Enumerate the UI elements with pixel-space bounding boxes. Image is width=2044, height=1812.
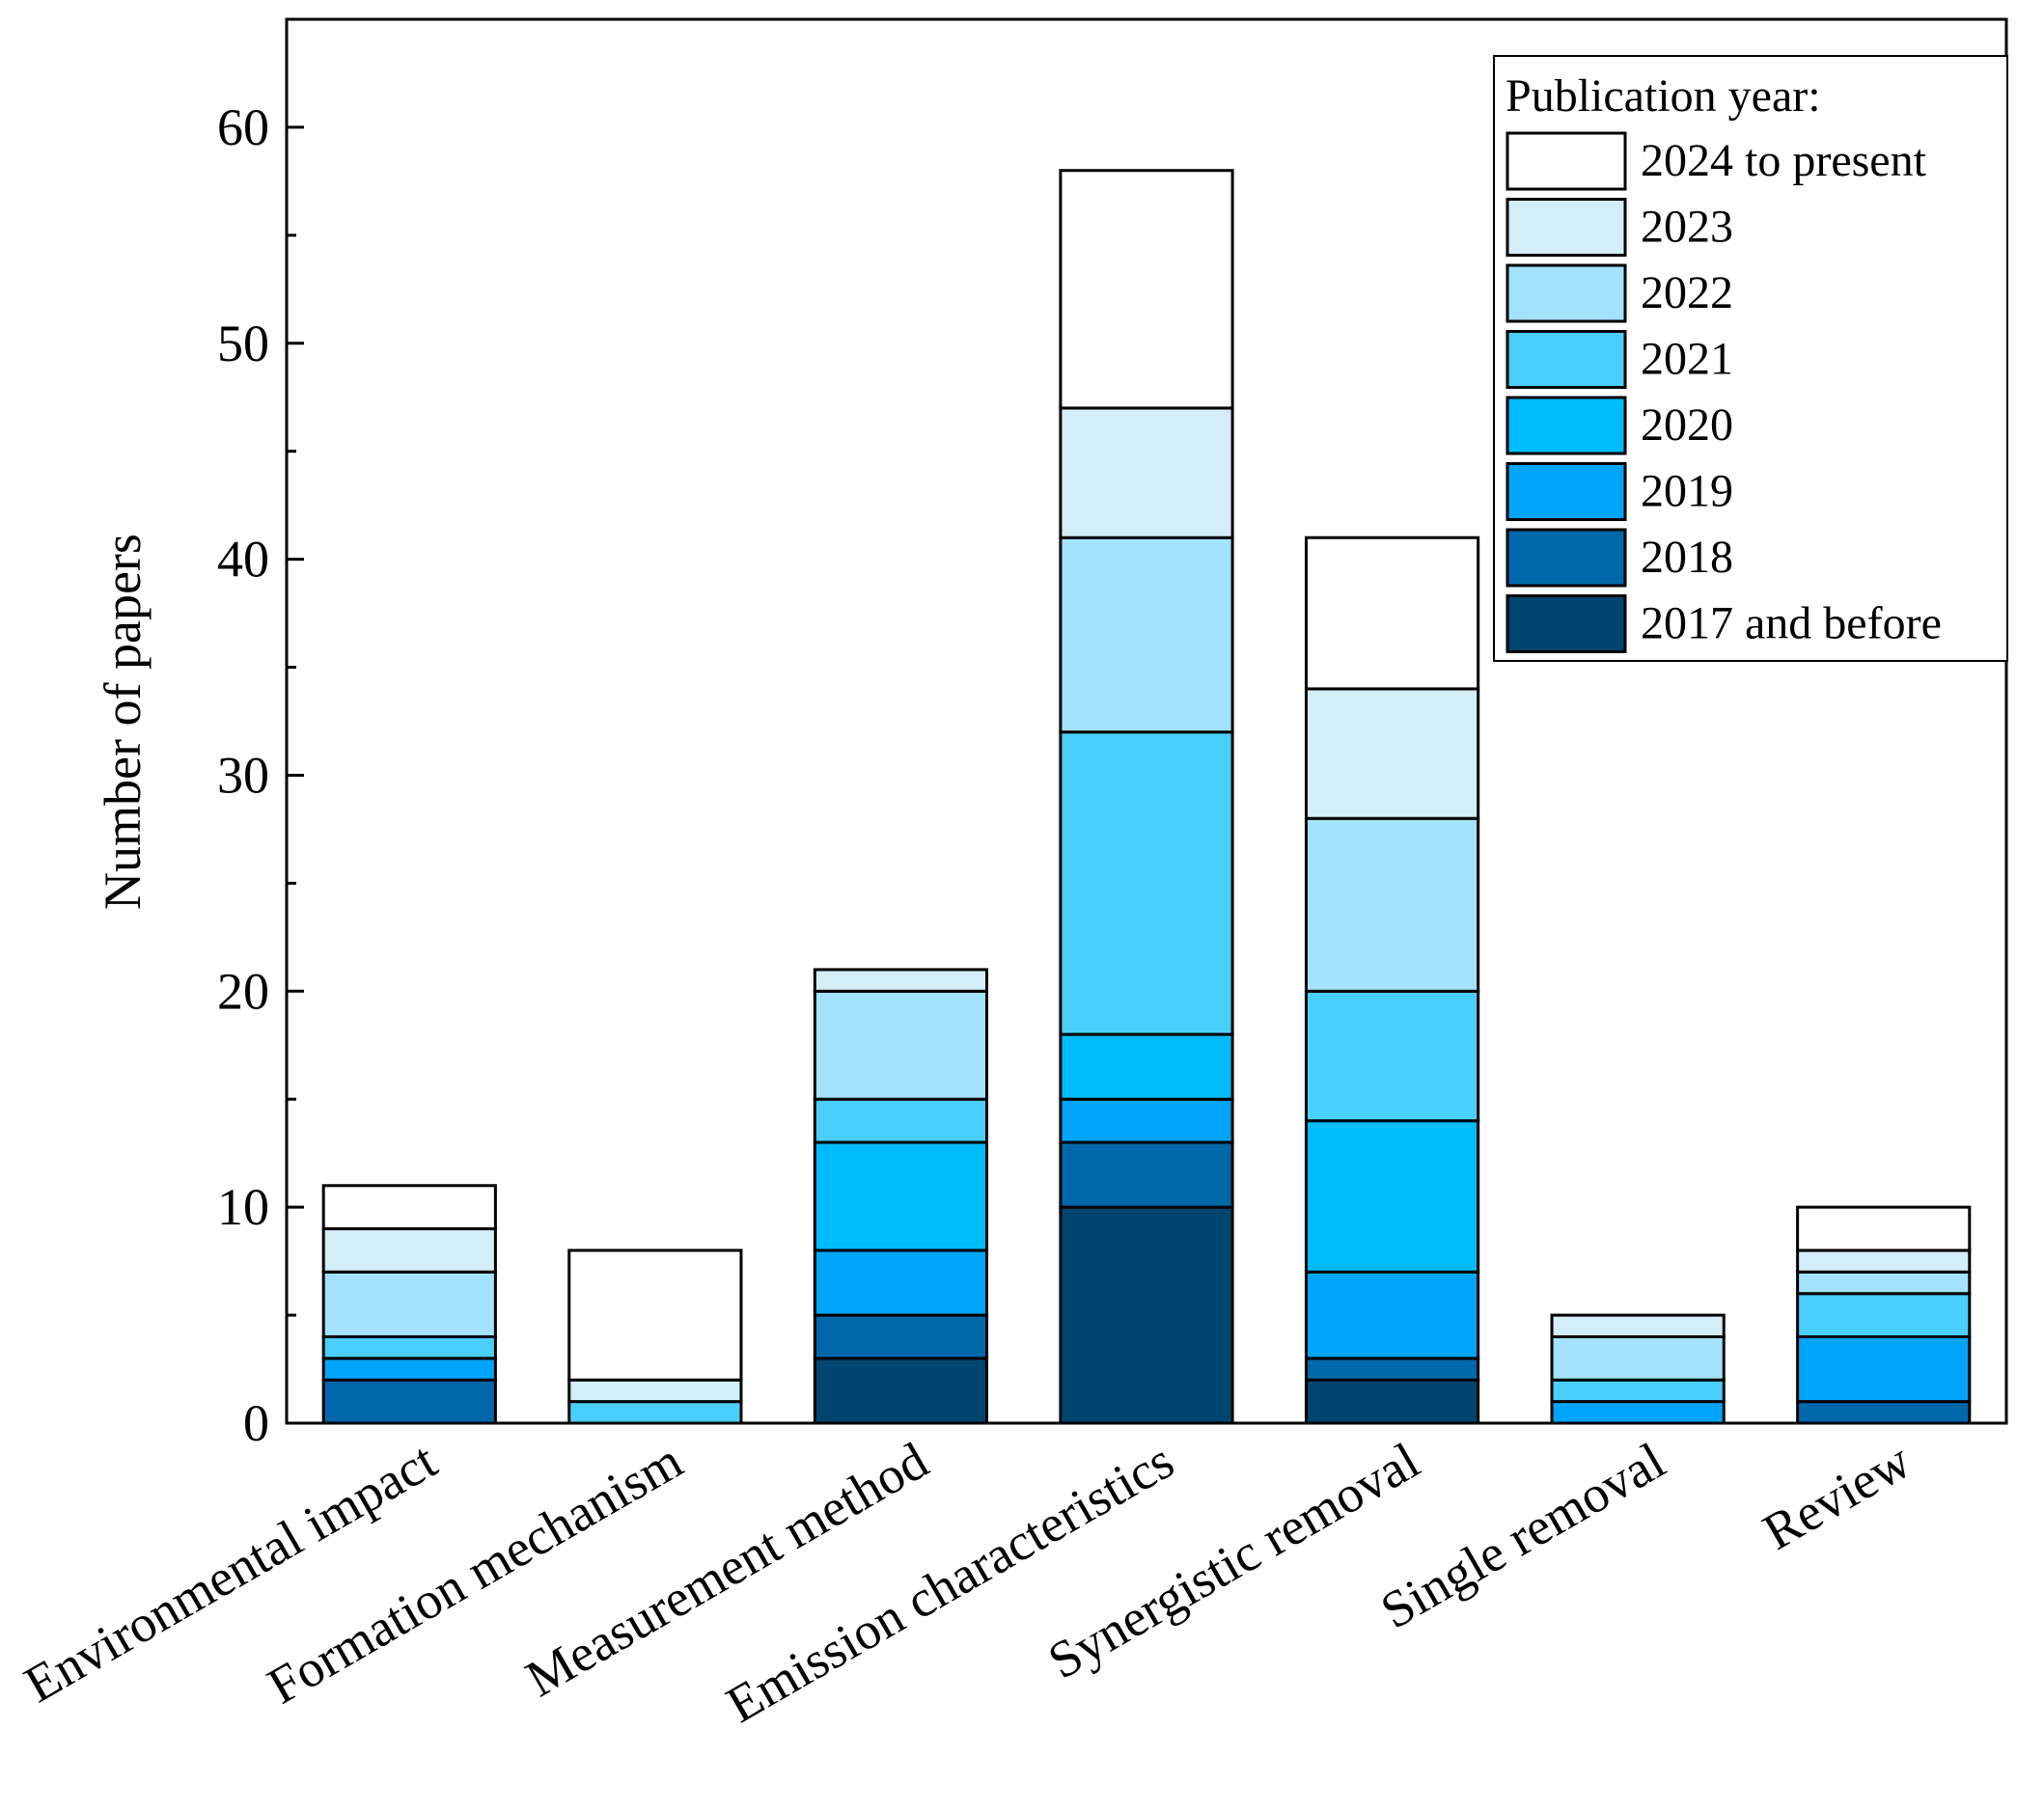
legend-label-2022: 2022	[1641, 267, 1733, 318]
bar-measurement-method-2017-and-before	[813, 1357, 989, 1425]
legend-label-2021: 2021	[1641, 334, 1733, 385]
y-axis-label: Number of papers	[94, 534, 152, 910]
legend-label-2018: 2018	[1641, 532, 1733, 583]
legend-swatch-2022	[1505, 263, 1627, 323]
bar-synergistic-removal-2018	[1304, 1357, 1480, 1382]
bar-synergistic-removal-2019	[1304, 1270, 1480, 1360]
bar-review-2023	[1796, 1249, 1972, 1274]
y-tick-label: 10	[217, 1178, 269, 1236]
bar-single-removal-2021	[1550, 1378, 1726, 1404]
bar-emission-characteristics-2024-to-present	[1059, 169, 1234, 410]
bar-formation-mechanism-2024-to-present	[567, 1249, 743, 1382]
bar-formation-mechanism-2021	[567, 1400, 743, 1425]
bar-environmental-impact-2019	[321, 1357, 497, 1382]
plot-frame	[285, 17, 2008, 1425]
y-tick-label: 0	[243, 1394, 269, 1452]
legend: Publication year: 2024 to present2023202…	[1493, 55, 2008, 662]
bar-emission-characteristics-2023	[1059, 406, 1234, 539]
bar-review-2022	[1796, 1270, 1972, 1296]
legend-swatch-2020	[1505, 396, 1627, 455]
y-tick-label: 60	[217, 98, 269, 156]
legend-swatch-2024-to-present	[1505, 131, 1627, 191]
bar-environmental-impact-2024-to-present	[321, 1184, 497, 1231]
y-tick-label: 50	[217, 315, 269, 372]
bar-environmental-impact-2023	[321, 1227, 497, 1274]
bar-emission-characteristics-2021	[1059, 730, 1234, 1036]
bar-synergistic-removal-2020	[1304, 1119, 1480, 1274]
bar-environmental-impact-2021	[321, 1334, 497, 1360]
bar-formation-mechanism-2023	[567, 1378, 743, 1404]
x-tick-label-emission-characteristics: Emission characteristics	[717, 1431, 1183, 1734]
y-tick-label: 20	[217, 962, 269, 1020]
x-tick-label-environmental-impact: Environmental impact	[14, 1431, 446, 1714]
bar-review-2021	[1796, 1292, 1972, 1338]
legend-swatch-2021	[1505, 330, 1627, 389]
bar-environmental-impact-2022	[321, 1270, 497, 1338]
bar-review-2019	[1796, 1334, 1972, 1404]
bar-synergistic-removal-2023	[1304, 687, 1480, 820]
bar-measurement-method-2019	[813, 1249, 989, 1317]
x-tick-label-review: Review	[1754, 1431, 1920, 1560]
bars-layer	[321, 169, 1972, 1425]
bar-single-removal-2023	[1550, 1313, 1726, 1338]
legend-label-2023: 2023	[1641, 202, 1733, 253]
bar-environmental-impact-2018	[321, 1378, 497, 1425]
bar-measurement-method-2018	[813, 1313, 989, 1360]
bar-synergistic-removal-2017-and-before	[1304, 1378, 1480, 1425]
bar-measurement-method-2020	[813, 1140, 989, 1252]
y-axis: 0 10 20 30 40 50 60	[217, 98, 304, 1452]
bar-measurement-method-2021	[813, 1097, 989, 1144]
legend-label-2020: 2020	[1641, 399, 1733, 451]
legend-swatch-2019	[1505, 462, 1627, 521]
legend-swatch-2023	[1505, 198, 1627, 257]
legend-title: Publication year:	[1505, 70, 1821, 122]
legend-label-2019: 2019	[1641, 466, 1733, 517]
bar-synergistic-removal-2024-to-present	[1304, 535, 1480, 691]
bar-single-removal-2022	[1550, 1334, 1726, 1382]
legend-swatch-2018	[1505, 528, 1627, 588]
bar-measurement-method-2022	[813, 989, 989, 1101]
bar-emission-characteristics-2017-and-before	[1059, 1205, 1234, 1425]
legend-items: 2024 to present 2023 2022 2021 2020 2019 2018 2…	[1505, 131, 1942, 653]
y-tick-label: 30	[217, 746, 269, 804]
bar-measurement-method-2023	[813, 968, 989, 993]
bar-emission-characteristics-2019	[1059, 1097, 1234, 1144]
legend-label-2024-to-present: 2024 to present	[1641, 135, 1927, 186]
bar-emission-characteristics-2020	[1059, 1032, 1234, 1101]
bar-synergistic-removal-2021	[1304, 989, 1480, 1123]
bar-synergistic-removal-2022	[1304, 816, 1480, 993]
x-tick-label-measurement-method: Measurement method	[516, 1431, 937, 1708]
legend-swatch-2017-and-before	[1505, 594, 1627, 653]
bar-review-2024-to-present	[1796, 1205, 1972, 1252]
x-tick-label-formation-mechanism: Formation mechanism	[258, 1431, 692, 1715]
bar-review-2018	[1796, 1400, 1972, 1425]
legend-label-2017-and-before: 2017 and before	[1641, 598, 1942, 649]
bar-emission-characteristics-2018	[1059, 1140, 1234, 1209]
y-tick-label: 40	[217, 531, 269, 589]
bar-emission-characteristics-2022	[1059, 535, 1234, 734]
bar-single-removal-2019	[1550, 1400, 1726, 1425]
